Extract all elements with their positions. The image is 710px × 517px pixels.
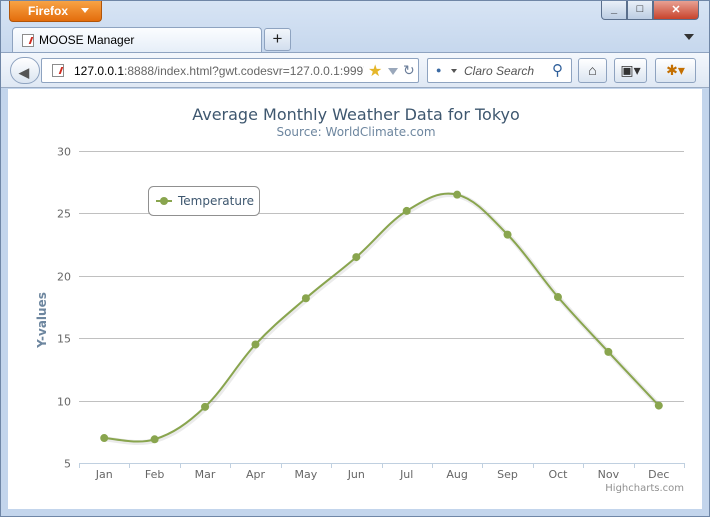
tab-list-icon[interactable] (684, 34, 694, 40)
url-host: 127.0.0.1 (74, 64, 125, 78)
x-tick-label: Oct (548, 468, 568, 481)
back-button[interactable]: ◀ (10, 57, 40, 84)
close-icon: ✕ (671, 4, 681, 16)
navigation-toolbar: ◀ 127.0.0.1:8888/index.html?gwt.codesvr=… (1, 52, 709, 88)
x-tick-label: Jan (95, 468, 113, 481)
search-bar[interactable]: ● Claro Search ⚲ (427, 58, 572, 83)
tab-moose-manager[interactable]: MOOSE Manager (12, 27, 262, 52)
y-tick-label: 30 (57, 146, 71, 159)
data-point-feb[interactable] (150, 435, 159, 444)
x-tick-label: Aug (446, 468, 467, 481)
chart-credits[interactable]: Highcharts.com (605, 483, 684, 494)
data-point-apr[interactable] (251, 340, 260, 349)
home-button[interactable]: ⌂ (578, 58, 607, 83)
search-placeholder: Claro Search (464, 64, 535, 78)
tab-title: MOOSE Manager (39, 33, 135, 47)
series-line[interactable] (104, 192, 660, 443)
y-tick-label: 10 (57, 396, 71, 409)
y-tick-label: 25 (57, 208, 71, 221)
search-engine-icon[interactable]: ● (436, 65, 442, 75)
page-content: Average Monthly Weather Data for Tokyo S… (8, 89, 702, 509)
close-button[interactable]: ✕ (653, 1, 699, 20)
home-icon: ⌂ (588, 62, 597, 78)
data-point-jul[interactable] (402, 206, 411, 215)
data-point-dec[interactable] (654, 401, 663, 410)
page-favicon-icon (22, 34, 34, 47)
new-tab-button[interactable]: + (264, 28, 291, 51)
bookmark-star-icon[interactable]: ★ (368, 63, 383, 80)
x-axis: Jan Feb Mar Apr May Jun Jul Aug Sep Oct Nov Dec (79, 463, 685, 481)
data-point-mar[interactable] (201, 402, 210, 411)
firebug-button[interactable]: ✱▾ (655, 58, 696, 83)
y-tick-label: 5 (64, 458, 71, 471)
bookmarks-icon: ▣▾ (620, 62, 641, 78)
data-point-jan[interactable] (100, 434, 109, 443)
x-tick-label: Sep (497, 468, 518, 481)
back-arrow-icon: ◀ (19, 65, 29, 80)
data-point-jun[interactable] (352, 253, 361, 262)
maximize-button[interactable]: □ (627, 1, 653, 20)
y-tick-label: 20 (57, 271, 71, 284)
temperature-chart: Average Monthly Weather Data for Tokyo S… (35, 105, 685, 494)
search-engine-dropdown-icon[interactable] (451, 69, 457, 73)
series-temperature[interactable] (100, 190, 663, 445)
url-history-dropdown-icon[interactable] (388, 68, 398, 75)
data-point-oct[interactable] (553, 293, 562, 302)
reload-icon[interactable]: ↻ (403, 62, 415, 78)
x-tick-label: Jun (347, 468, 365, 481)
url-bar[interactable]: 127.0.0.1:8888/index.html?gwt.codesvr=12… (41, 58, 419, 83)
legend-marker (160, 197, 168, 205)
tab-strip: MOOSE Manager + (1, 25, 709, 52)
url-text[interactable]: 127.0.0.1:8888/index.html?gwt.codesvr=12… (74, 64, 364, 78)
y-axis: 5 10 15 20 25 30 (57, 146, 71, 471)
chevron-down-icon (81, 8, 89, 13)
y-tick-label: 15 (57, 333, 71, 346)
data-point-may[interactable] (301, 294, 310, 303)
site-identity-icon (52, 64, 64, 77)
title-bar: Firefox _ □ ✕ (1, 1, 709, 25)
minimize-icon: _ (610, 3, 618, 15)
firefox-menu-label: Firefox (28, 4, 69, 18)
url-path: :8888/index.html?gwt.codesvr=127.0.0.1:9… (124, 64, 364, 78)
chart-subtitle: Source: WorldClimate.com (276, 125, 435, 139)
minimize-button[interactable]: _ (601, 1, 627, 20)
x-tick-label: Jul (399, 468, 413, 481)
legend-item-temperature[interactable]: Temperature (177, 194, 254, 208)
x-tick-label: Apr (246, 468, 266, 481)
x-tick-label: Mar (195, 468, 216, 481)
search-icon[interactable]: ⚲ (552, 62, 563, 79)
data-point-aug[interactable] (453, 190, 462, 199)
plus-icon: + (272, 29, 283, 48)
firefox-menu-button[interactable]: Firefox (9, 1, 102, 22)
bookmarks-button[interactable]: ▣▾ (614, 58, 647, 83)
maximize-icon: □ (636, 3, 644, 15)
x-tick-label: May (295, 468, 318, 481)
data-point-nov[interactable] (604, 347, 613, 356)
x-tick-label: Nov (598, 468, 620, 481)
chart-title: Average Monthly Weather Data for Tokyo (192, 105, 520, 124)
y-axis-title: Y-values (35, 292, 49, 349)
firebug-icon: ✱▾ (666, 62, 685, 78)
x-tick-label: Feb (145, 468, 164, 481)
chart-legend[interactable]: Temperature (148, 186, 260, 216)
x-tick-label: Dec (648, 468, 669, 481)
data-point-sep[interactable] (503, 230, 512, 239)
